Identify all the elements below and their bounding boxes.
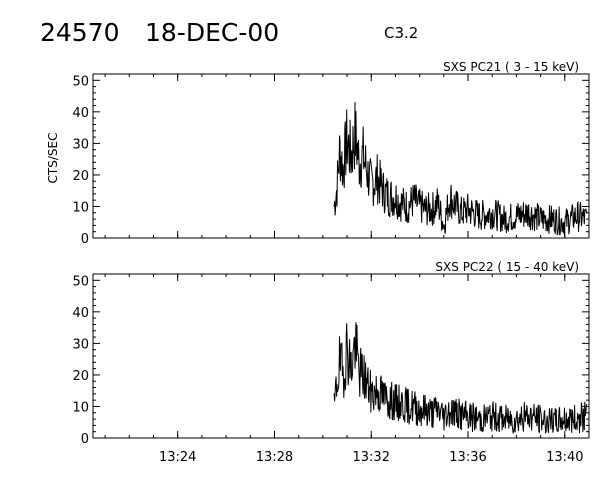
panel-title: SXS PC22 ( 15 - 40 keV) <box>435 260 579 274</box>
panel-pc21: SXS PC21 ( 3 - 15 keV) CTS/SEC 0 10 20 30 40… <box>46 60 590 247</box>
x-tick-label: 13:32 <box>353 450 390 465</box>
y-axis-label: CTS/SEC <box>46 133 60 184</box>
y-tick-label: 30 <box>72 137 89 152</box>
x-tick-label: 13:28 <box>256 450 293 465</box>
y-tick-label: 10 <box>72 400 89 415</box>
panel-pc22: SXS PC22 ( 15 - 40 keV) 0 10 20 30 40 50 13:24… <box>72 260 590 465</box>
y-tick-label: 50 <box>72 274 89 289</box>
x-tick-label: 13:36 <box>449 450 486 465</box>
x-tick-label: 13:24 <box>159 450 196 465</box>
event-number: 24570 <box>40 18 120 47</box>
panel-title: SXS PC21 ( 3 - 15 keV) <box>443 60 579 74</box>
series-line <box>333 322 588 435</box>
flare-class: C3.2 <box>384 24 418 42</box>
y-tick-label: 0 <box>81 232 89 247</box>
event-date: 18-DEC-00 <box>145 18 279 47</box>
y-tick-label: 50 <box>72 74 89 89</box>
y-tick-label: 0 <box>81 432 89 447</box>
y-tick-label: 10 <box>72 200 89 215</box>
y-tick-label: 40 <box>72 306 89 321</box>
x-tick-label: 13:40 <box>546 450 583 465</box>
y-tick-label: 20 <box>72 169 89 184</box>
series-line <box>333 102 588 236</box>
y-tick-label: 20 <box>72 369 89 384</box>
y-tick-label: 30 <box>72 337 89 352</box>
y-tick-label: 40 <box>72 106 89 121</box>
